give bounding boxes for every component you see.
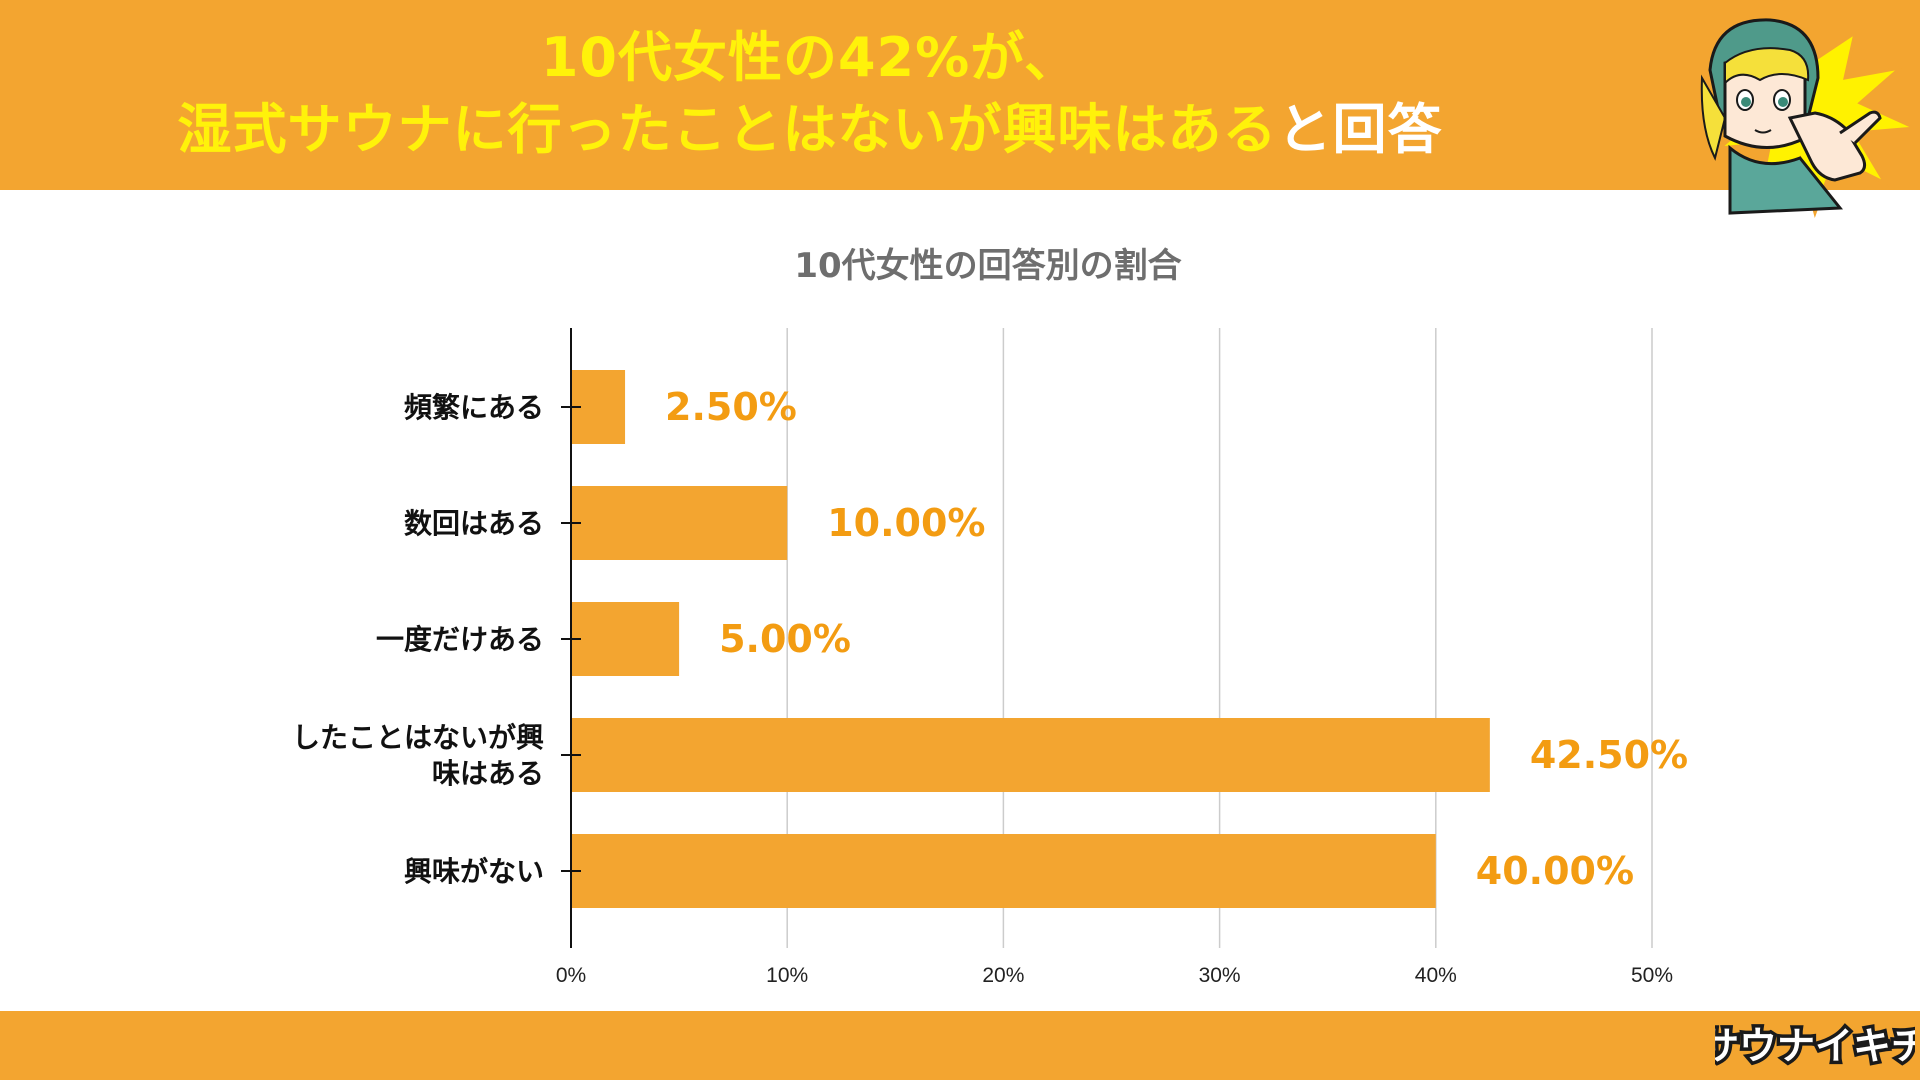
value-label: 40.00%: [1476, 849, 1634, 893]
x-tick-label: 20%: [982, 964, 1024, 987]
x-tick-label: 30%: [1199, 964, 1241, 987]
category-label: 一度だけある: [376, 623, 544, 656]
headline-line-2-suffix: と回答: [1277, 98, 1443, 161]
bar: [571, 602, 680, 676]
sauna-ikichi-logo: サウナイキチ: [1715, 1021, 1915, 1072]
value-label: 42.50%: [1530, 733, 1688, 777]
headline: 10代女性の42%が、 湿式サウナに行ったことはないが興味はあると回答: [0, 22, 1620, 166]
mascot-character-illustration: [1700, 18, 1920, 218]
category-label: したことはないが興: [292, 721, 544, 754]
value-label: 2.50%: [665, 385, 797, 429]
category-label: 頻繁にある: [404, 391, 544, 424]
bar-chart: 2.50% 10.00% 5.00% 42.50% 40.00% 0% 10% 20% 30%…: [292, 328, 1688, 987]
headline-line-2-highlight: 湿式サウナに行ったことはないが興味はある: [177, 98, 1278, 161]
headline-line-2: 湿式サウナに行ったことはないが興味はあると回答: [0, 94, 1620, 166]
x-tick-label: 0%: [556, 964, 586, 987]
header-banner: 10代女性の42%が、 湿式サウナに行ったことはないが興味はあると回答: [0, 0, 1920, 218]
x-tick-label: 50%: [1631, 964, 1673, 987]
bar: [571, 718, 1490, 792]
chart-title: 10代女性の回答別の割合: [794, 246, 1182, 286]
footer-banner: [0, 1011, 1920, 1080]
category-label: 味はある: [432, 757, 544, 790]
logo-text: サウナイキチ: [1715, 1024, 1915, 1068]
headline-line-1: 10代女性の42%が、: [540, 26, 1080, 89]
value-label: 5.00%: [719, 617, 851, 661]
category-label: 数回はある: [404, 507, 544, 540]
value-label: 10.00%: [827, 501, 985, 545]
x-tick-label: 40%: [1415, 964, 1457, 987]
bar: [571, 486, 788, 560]
category-label: 興味がない: [404, 855, 544, 888]
bar: [571, 834, 1436, 908]
x-tick-label: 10%: [766, 964, 808, 987]
